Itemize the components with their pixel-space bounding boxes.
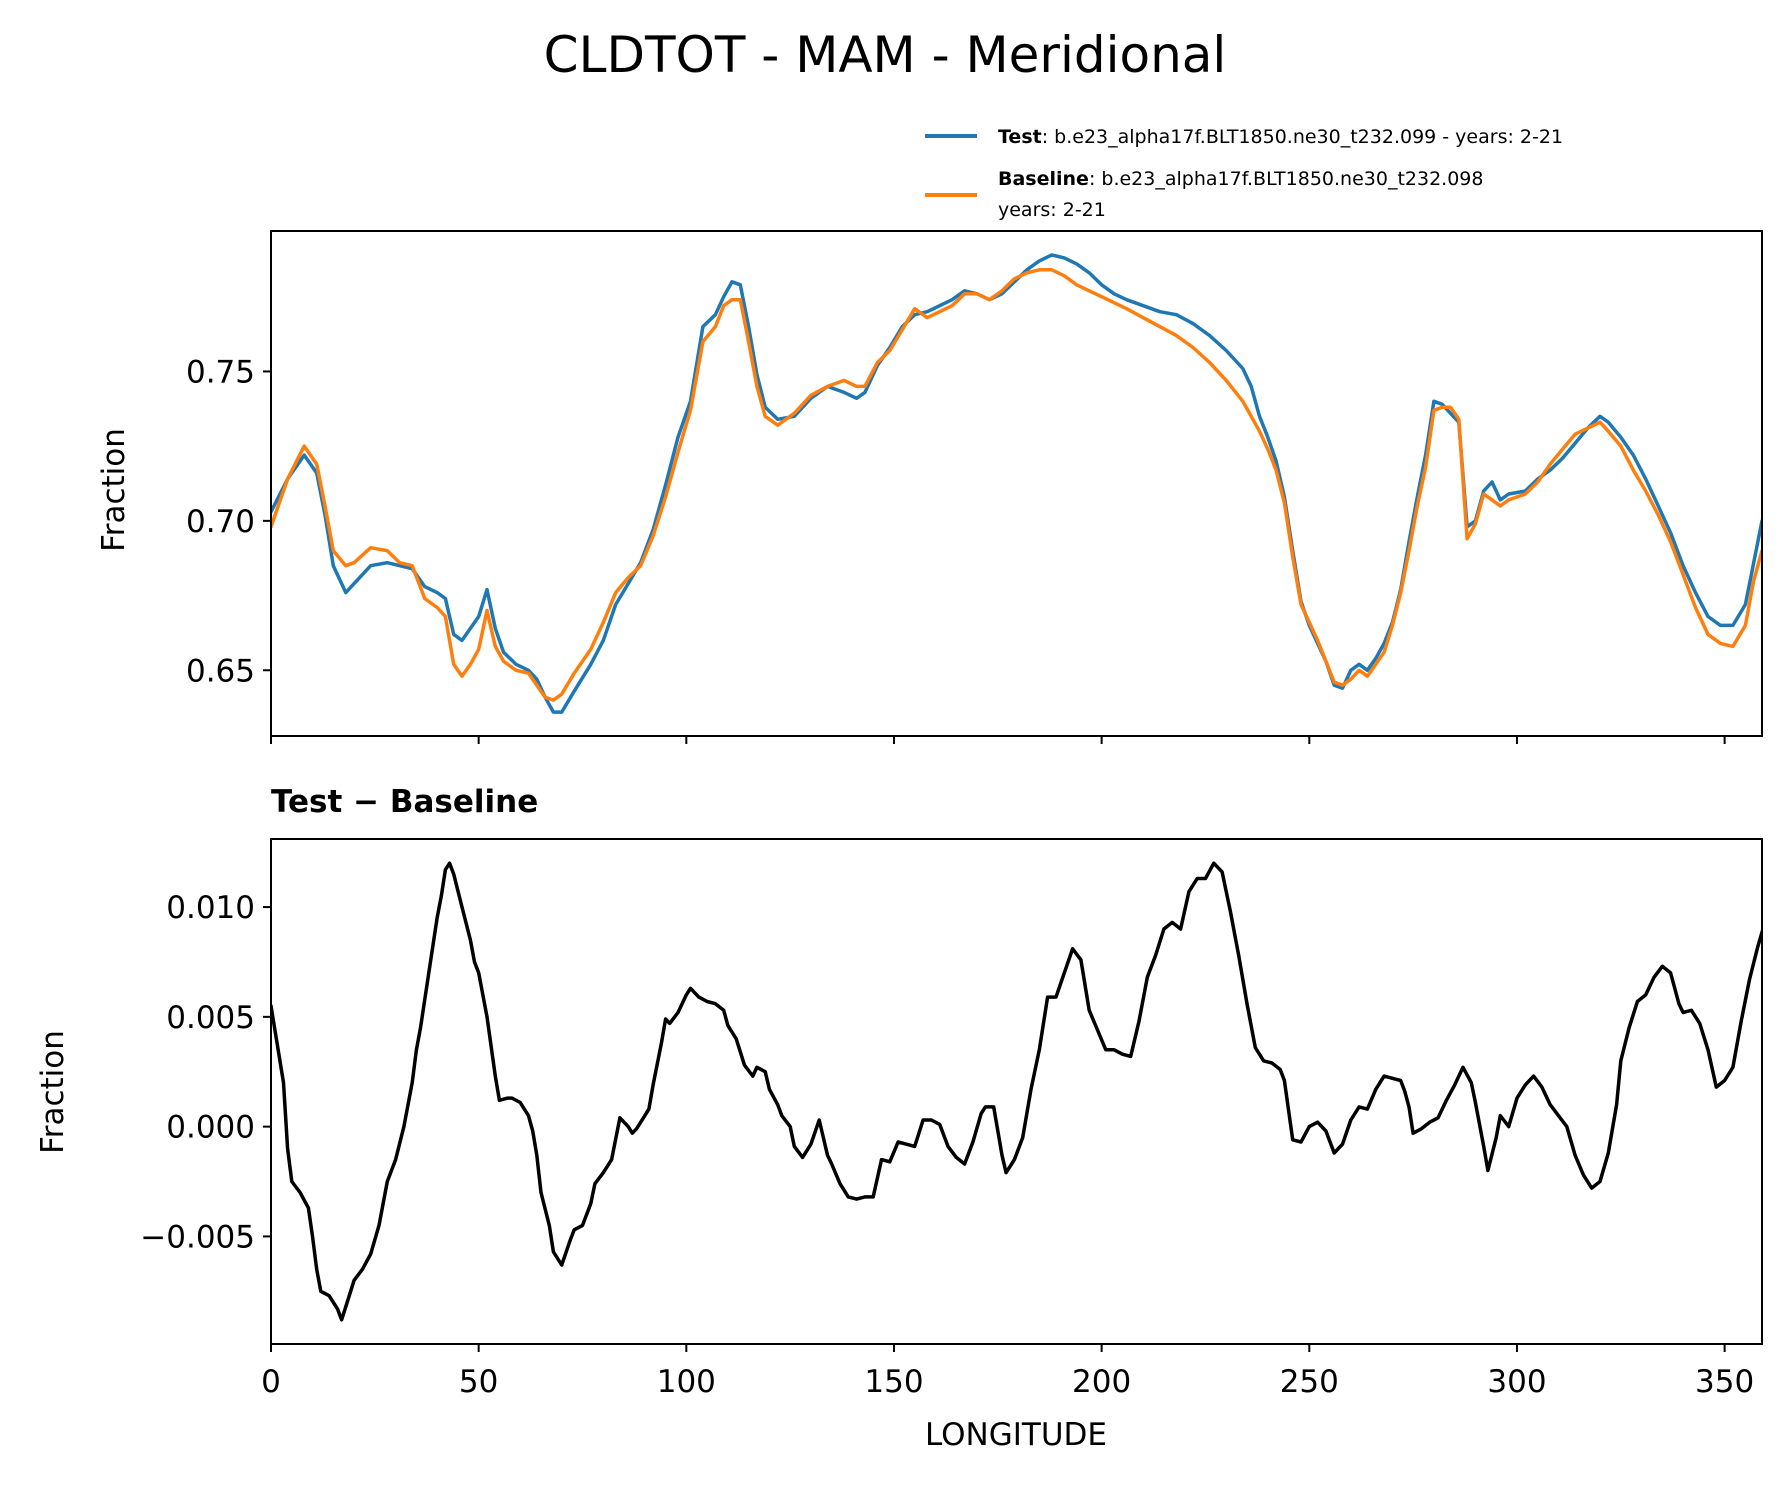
x-axis-label: LONGITUDE [925,1417,1107,1453]
legend-baseline-line2: years: 2-21 [998,199,1106,221]
top-y-ticks: 0.65 0.70 0.75 [186,354,271,689]
legend-entry-baseline: Baseline: b.e23_alpha17f.BLT1850.ne30_t2… [998,168,1483,190]
bottom-y-tick-label: −0.005 [140,1219,255,1255]
legend-baseline-bold: Baseline [998,168,1089,190]
legend: Test: b.e23_alpha17f.BLT1850.ne30_t232.0… [925,126,1563,221]
top-axes-frame [270,230,1763,737]
top-y-tick-label: 0.75 [186,354,255,390]
bottom-y-tick-label: 0.000 [166,1110,255,1146]
bottom-series-line-test-baseline [271,861,1762,1322]
bottom-y-tick-label: 0.005 [166,1000,255,1036]
top-series-group [271,253,1762,714]
top-x-ticks [270,736,1726,744]
bottom-x-tick-label: 200 [1072,1364,1131,1400]
bottom-axes-frame [270,838,1763,1345]
top-y-label: Fraction [96,428,132,552]
bottom-x-tick-label: 150 [864,1364,923,1400]
bottom-x-tick-label: 50 [459,1364,498,1400]
top-series-line-test [271,253,1762,714]
bottom-series-group [271,861,1762,1322]
bottom-y-ticks: −0.005 0.000 0.005 0.010 [140,890,271,1255]
diff-subtitle: Test − Baseline [271,784,538,820]
legend-test-bold: Test [998,126,1042,148]
legend-baseline-text: : b.e23_alpha17f.BLT1850.ne30_t232.098 [1089,168,1484,190]
top-panel: 0.65 0.70 0.75 Fraction [96,230,1763,744]
top-y-tick-label: 0.70 [186,504,255,540]
bottom-panel: Test − Baseline −0.005 0.000 0.005 0.010 0 5… [35,784,1763,1453]
legend-test-text: : b.e23_alpha17f.BLT1850.ne30_t232.099 -… [1042,126,1563,148]
bottom-y-tick-label: 0.010 [166,890,255,926]
bottom-x-tick-label: 300 [1487,1364,1546,1400]
bottom-x-tick-label: 100 [657,1364,716,1400]
bottom-y-label: Fraction [35,1030,71,1154]
legend-entry-test: Test: b.e23_alpha17f.BLT1850.ne30_t232.0… [998,126,1563,148]
bottom-x-tick-label: 350 [1695,1364,1754,1400]
bottom-x-ticks: 0 50 100 150 200 250 300 350 [261,1344,1754,1400]
bottom-x-tick-label: 0 [261,1364,281,1400]
chart-title: CLDTOT - MAM - Meridional [544,26,1227,84]
top-series-line-baseline [271,268,1762,702]
bottom-x-tick-label: 250 [1280,1364,1339,1400]
top-y-tick-label: 0.65 [186,653,255,689]
